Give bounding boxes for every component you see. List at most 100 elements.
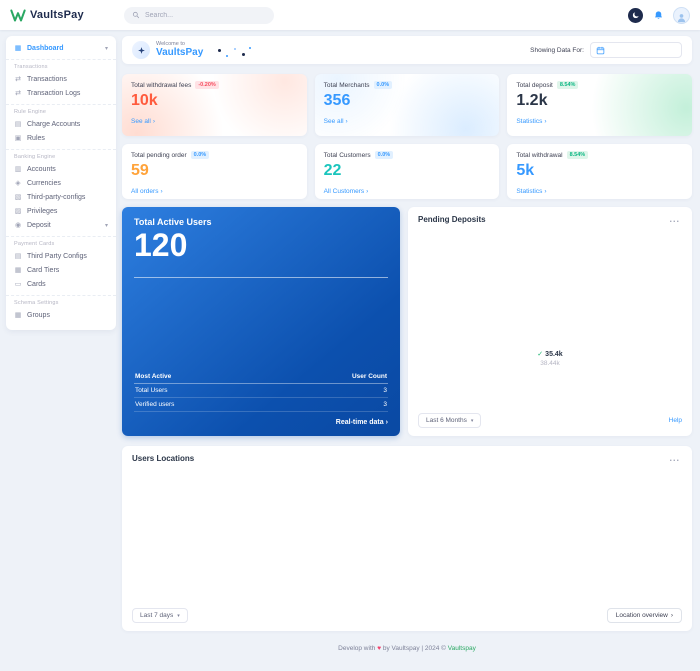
sidebar-item-groups[interactable]: ▦ Groups xyxy=(6,308,116,322)
sidebar-item-label: Accounts xyxy=(27,165,56,173)
sidebar-item-pc-third-party-configs[interactable]: ▤ Third Party Configs xyxy=(6,249,116,263)
stat-badge: 0.0% xyxy=(190,151,210,159)
notifications-button[interactable] xyxy=(650,7,666,23)
help-link[interactable]: Help xyxy=(668,417,682,424)
stat-card-customers: Total Customers 0.0% 22 All Customers › xyxy=(314,144,500,199)
sidebar-item-deposit[interactable]: ◉ Deposit ▾ xyxy=(6,218,116,232)
user-avatar[interactable] xyxy=(673,6,690,24)
footer-brand-link[interactable]: Vaultspay xyxy=(447,645,476,652)
charge-accounts-icon: ▤ xyxy=(14,121,22,128)
stat-card-merchants: Total Merchants 0.0% 356 See all › xyxy=(315,74,500,136)
statistics-link[interactable]: Statistics › xyxy=(516,118,546,125)
sidebar-section-rule-engine: Rule Engine ▤ Charge Accounts ▣ Rules xyxy=(6,104,116,145)
stat-value: 22 xyxy=(323,162,342,179)
sidebar-item-cards[interactable]: ▭ Cards xyxy=(6,277,116,291)
stat-card-withdrawal: Total withdrawal 8.54% 5k Statistics › xyxy=(507,144,692,199)
stat-card-pending-orders: Total pending order 0.0% 59 All orders › xyxy=(122,144,307,199)
chevron-right-icon: › xyxy=(366,187,369,195)
card-title: Pending Deposits xyxy=(418,215,486,224)
sidebar-item-privileges[interactable]: ▨ Privileges xyxy=(6,204,116,218)
search-bar[interactable] xyxy=(124,6,274,24)
see-all-link[interactable]: See all › xyxy=(131,118,155,125)
moon-icon xyxy=(632,11,640,19)
location-overview-button[interactable]: Location overview › xyxy=(606,608,682,623)
rules-icon: ▣ xyxy=(14,135,22,142)
sidebar-item-accounts[interactable]: ▥ Accounts xyxy=(6,162,116,176)
chevron-right-icon: › xyxy=(152,117,156,125)
date-filter-input[interactable] xyxy=(609,46,676,54)
sidebar-item-label: Currencies xyxy=(27,179,61,187)
currencies-icon: ◈ xyxy=(15,180,21,187)
sidebar-item-label: Cards xyxy=(27,280,46,288)
point-value: 35.4k xyxy=(545,350,563,358)
sidebar-section-title: Payment Cards xyxy=(14,241,55,247)
card-menu-button[interactable]: ... xyxy=(669,452,680,463)
welcome-greeting: Welcome to xyxy=(156,41,185,48)
sidebar-item-currencies[interactable]: ◈ Currencies xyxy=(6,176,116,190)
sidebar-item-charge-accounts[interactable]: ▤ Charge Accounts xyxy=(6,117,116,131)
transaction-logs-icon: ⇄ xyxy=(15,90,21,97)
statistics-link[interactable]: Statistics › xyxy=(516,188,546,195)
brand-name: VaultsPay xyxy=(30,9,84,21)
stat-badge: 8.54% xyxy=(556,81,579,89)
chevron-down-icon: ▾ xyxy=(104,222,108,229)
all-orders-link[interactable]: All orders › xyxy=(131,188,163,195)
dark-mode-toggle[interactable] xyxy=(628,7,643,23)
third-party-configs-icon: ▧ xyxy=(14,194,22,201)
pending-deposits-card: Pending Deposits ... ✓ 35.4k 38.44k Last… xyxy=(408,207,692,436)
sidebar-item-label: Dashboard xyxy=(27,44,64,52)
sidebar-item-label: Deposit xyxy=(27,221,51,229)
card-title: Total Active Users xyxy=(134,217,212,227)
users-locations-card: Users Locations ... Last 7 days ▾ Locati… xyxy=(122,446,692,631)
sidebar-section-title: Rule Engine xyxy=(14,109,47,115)
transactions-icon: ⇄ xyxy=(15,76,21,83)
stats-row-2: Total pending order 0.0% 59 All orders › … xyxy=(122,144,692,199)
privileges-icon: ▨ xyxy=(14,208,22,215)
search-input[interactable] xyxy=(145,11,266,19)
sidebar-section-schema-settings: Schema Settings ▦ Groups xyxy=(6,295,116,322)
see-all-link[interactable]: See all › xyxy=(324,118,348,125)
chevron-down-icon: ▾ xyxy=(177,612,180,619)
pending-range-select[interactable]: Last 6 Months ▾ xyxy=(418,413,482,428)
chevron-right-icon: › xyxy=(385,419,388,426)
sidebar-item-transactions[interactable]: ⇄ Transactions xyxy=(6,72,116,86)
showing-data-label: Showing Data For: xyxy=(530,46,584,54)
table-header-row: Most Active User Count xyxy=(134,370,388,384)
card-menu-button[interactable]: ... xyxy=(669,213,680,224)
stat-title: Total withdrawal xyxy=(516,151,563,159)
dashboard-icon: ▦ xyxy=(14,45,22,52)
chevron-right-icon: › xyxy=(544,187,547,195)
stat-title: Total Merchants xyxy=(323,81,370,89)
stat-badge: 0.0% xyxy=(373,81,393,89)
table-col-most-active: Most Active xyxy=(135,373,172,380)
table-cell-value: 3 xyxy=(383,401,387,408)
stat-link-label: Statistics xyxy=(516,117,543,125)
stat-card-withdrawal-fees: Total withdrawal fees -0.20% 10k See all… xyxy=(122,74,307,136)
footer-text: Develop with xyxy=(338,645,376,652)
real-time-data-link[interactable]: Real-time data › xyxy=(336,419,388,426)
sidebar-item-dashboard[interactable]: ▦ Dashboard ▾ xyxy=(6,41,116,55)
search-icon xyxy=(132,11,140,19)
button-label: Location overview xyxy=(615,612,668,619)
third-party-configs-icon: ▤ xyxy=(14,253,22,260)
sparkle-icon xyxy=(132,41,150,59)
middle-row: Total Active Users 120 Most Active User … xyxy=(122,207,692,436)
vaultspay-logo-icon xyxy=(10,9,26,22)
date-filter[interactable] xyxy=(590,42,682,58)
sidebar-item-third-party-configs[interactable]: ▧ Third-party-configs xyxy=(6,190,116,204)
all-customers-link[interactable]: All Customers › xyxy=(324,188,369,195)
sidebar-item-card-tiers[interactable]: ▦ Card Tiers xyxy=(6,263,116,277)
heart-icon: ♥ xyxy=(377,645,382,652)
stats-row-1: Total withdrawal fees -0.20% 10k See all… xyxy=(122,74,692,136)
table-row: Verified users 3 xyxy=(134,398,388,412)
locations-range-select[interactable]: Last 7 days ▾ xyxy=(132,608,188,623)
sidebar-item-transaction-logs[interactable]: ⇄ Transaction Logs xyxy=(6,86,116,100)
sidebar-item-rules[interactable]: ▣ Rules xyxy=(6,131,116,145)
stat-badge: -0.20% xyxy=(195,81,219,89)
stat-badge: 0.0% xyxy=(374,151,394,159)
stat-card-deposit: Total deposit 8.54% 1.2k Statistics › xyxy=(507,74,692,136)
sidebar-section-payment-cards: Payment Cards ▤ Third Party Configs ▦ Ca… xyxy=(6,236,116,291)
footer-text: by Vaultspay | 2024 © xyxy=(382,645,446,652)
stat-value: 10k xyxy=(131,92,158,109)
sidebar-item-label: Transaction Logs xyxy=(27,89,81,97)
